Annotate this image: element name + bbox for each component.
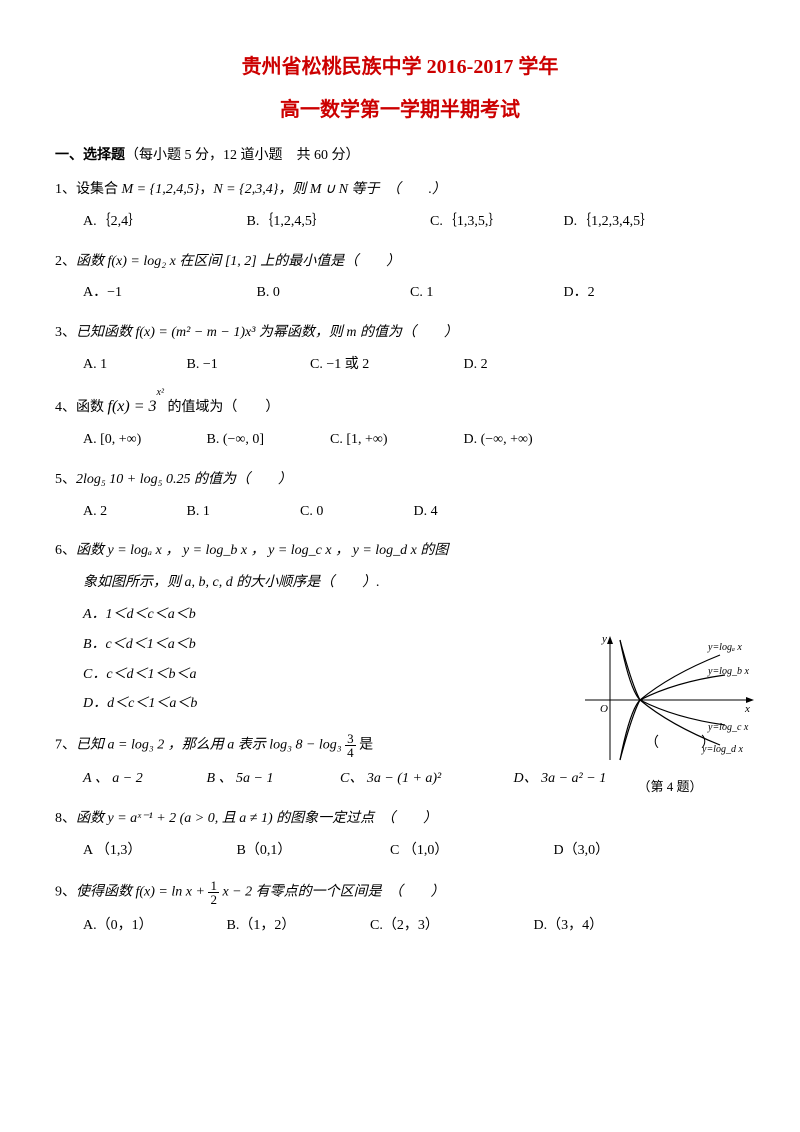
graph-curve-b: y=log_b x — [707, 666, 749, 677]
question-5: 5、2log₅ 10 + log₅ 0.25 的值为（ ） A. 2 B. 1 … — [55, 468, 745, 524]
q4-fx: f(x) = 3 — [108, 398, 157, 415]
log-graph-figure: y x O y=logₐ x y=log_b x y=log_c x y=log… — [580, 630, 760, 795]
question-4: 4、函数 f(x) = 3x² 的值域为（ ） A. [0, +∞) B. (−… — [55, 393, 745, 452]
q3-opt-c: C. −1 或 2 — [310, 353, 460, 377]
q4-opt-b: B. (−∞, 0] — [207, 428, 327, 452]
q4-num: 4、 — [55, 400, 76, 415]
question-3: 3、已知函数 f(x) = (m² − m − 1)x³ 为幂函数，则 m 的值… — [55, 321, 745, 377]
q9-pre: 使得函数 f(x) = ln x + — [76, 884, 208, 899]
q6-line1: 函数 y = logₐ x ， y = log_b x ， y = log_c … — [76, 543, 448, 558]
q4-post: 的值域为（ ） — [164, 400, 280, 415]
q7-opt-c: C、 3a − (1 + a)² — [340, 767, 510, 791]
q2-opt-b: B. 0 — [257, 281, 407, 305]
q7-opt-b: B 、 5a − 1 — [207, 767, 337, 791]
log-graph-svg: y x O y=logₐ x y=log_b x y=log_c x y=log… — [580, 630, 760, 770]
q8-opt-c: C （1,0） — [390, 839, 550, 863]
q6-num: 6、 — [55, 543, 76, 558]
q5-opt-a: A. 2 — [83, 500, 183, 524]
q7-post: 是 — [356, 738, 374, 753]
q2-opt-c: C. 1 — [410, 281, 560, 305]
q2-opt-a: A．−1 — [83, 281, 253, 305]
q1-post: ，则 M ∪ N 等于 （ .） — [278, 182, 446, 197]
q5-opt-d: D. 4 — [414, 500, 438, 524]
q8-stem: 函数 y = aˣ⁻¹ + 2 (a > 0, 且 a ≠ 1) 的图象一定过点… — [76, 811, 437, 826]
q1-num: 1、 — [55, 182, 76, 197]
q6-opt-a: A．1＜d＜c＜a＜b — [55, 603, 745, 627]
title-line-1: 贵州省松桃民族中学 2016-2017 学年 — [55, 50, 745, 79]
q1-opt-b: B.｛1,2,4,5｝ — [247, 210, 427, 234]
q2-stem: 函数 f(x) = log₂ x 在区间 [1, 2] 上的最小值是（ ） — [76, 254, 400, 269]
q9-frac: 12 — [208, 879, 219, 906]
q8-opt-a: A （1,3） — [83, 839, 233, 863]
q7-num: 7、 — [55, 738, 76, 753]
q3-opt-b: B. −1 — [187, 353, 307, 377]
q1-opt-d: D.｛1,2,3,4,5｝ — [564, 210, 655, 234]
q9-opt-b: B.（1，2） — [227, 914, 367, 938]
q6-line2: 象如图所示，则 a, b, c, d 的大小顺序是（ ）. — [83, 575, 380, 590]
graph-caption: （第 4 题） — [580, 776, 760, 795]
q4-opt-c: C. [1, +∞) — [330, 428, 460, 452]
q2-opt-d: D．2 — [564, 281, 595, 305]
q1-mid: ， — [199, 182, 213, 197]
q1-pre: 设集合 — [76, 182, 122, 197]
q7-opt-a: A 、 a − 2 — [83, 767, 203, 791]
title-line-2: 高一数学第一学期半期考试 — [55, 93, 745, 122]
q9-frac-num: 1 — [208, 879, 219, 893]
q5-stem: 2log₅ 10 + log₅ 0.25 的值为（ ） — [76, 472, 292, 487]
q3-opt-d: D. 2 — [464, 353, 488, 377]
q1-opt-a: A.｛2,4｝ — [83, 210, 243, 234]
q9-opt-c: C.（2，3） — [370, 914, 530, 938]
q8-opt-d: D（3,0） — [554, 839, 610, 863]
q4-pre: 函数 — [76, 400, 108, 415]
q1-set-m: M = {1,2,4,5} — [122, 182, 200, 197]
q1-set-n: N = {2,3,4} — [213, 182, 278, 197]
q5-opt-b: B. 1 — [187, 500, 297, 524]
question-8: 8、函数 y = aˣ⁻¹ + 2 (a > 0, 且 a ≠ 1) 的图象一定… — [55, 807, 745, 863]
graph-x-label: x — [744, 703, 750, 715]
question-1: 1、设集合 M = {1,2,4,5}，N = {2,3,4}，则 M ∪ N … — [55, 178, 745, 234]
q7-pre: 已知 a = log₃ 2 ，那么用 a 表示 log₃ 8 − log₃ — [76, 738, 345, 753]
q7-frac-num: 3 — [345, 732, 356, 746]
graph-o-label: O — [600, 703, 608, 715]
section-label: 一、选择题 — [55, 148, 125, 163]
q7-frac-den: 4 — [345, 746, 356, 759]
q5-opt-c: C. 0 — [300, 500, 410, 524]
q3-opt-a: A. 1 — [83, 353, 183, 377]
q4-opt-a: A. [0, +∞) — [83, 428, 203, 452]
q2-num: 2、 — [55, 254, 76, 269]
q9-opt-d: D.（3，4） — [534, 914, 604, 938]
q9-opt-a: A.（0，1） — [83, 914, 223, 938]
section-desc: （每小题 5 分，12 道小题 共 60 分） — [125, 148, 360, 163]
q3-stem: 已知函数 f(x) = (m² − m − 1)x³ 为幂函数，则 m 的值为（… — [76, 325, 458, 340]
q4-exp: x² — [157, 387, 164, 398]
q5-num: 5、 — [55, 472, 76, 487]
q9-num: 9、 — [55, 884, 76, 899]
q9-frac-den: 2 — [208, 893, 219, 906]
graph-curve-a: y=logₐ x — [707, 642, 742, 653]
q1-opt-c: C.｛1,3,5,｝ — [430, 210, 560, 234]
question-9: 9、使得函数 f(x) = ln x + 12 x − 2 有零点的一个区间是 … — [55, 879, 745, 938]
q9-post: x − 2 有零点的一个区间是 （ ） — [219, 884, 445, 899]
q4-opt-d: D. (−∞, +∞) — [464, 428, 533, 452]
q8-num: 8、 — [55, 811, 76, 826]
section-header: 一、选择题（每小题 5 分，12 道小题 共 60 分） — [55, 144, 745, 164]
graph-y-label: y — [601, 633, 607, 645]
q7-frac: 34 — [345, 732, 356, 759]
q8-opt-b: B（0,1） — [237, 839, 387, 863]
graph-curve-d: y=log_d x — [701, 744, 743, 755]
q3-num: 3、 — [55, 325, 76, 340]
question-2: 2、函数 f(x) = log₂ x 在区间 [1, 2] 上的最小值是（ ） … — [55, 250, 745, 306]
graph-curve-c: y=log_c x — [707, 722, 749, 733]
